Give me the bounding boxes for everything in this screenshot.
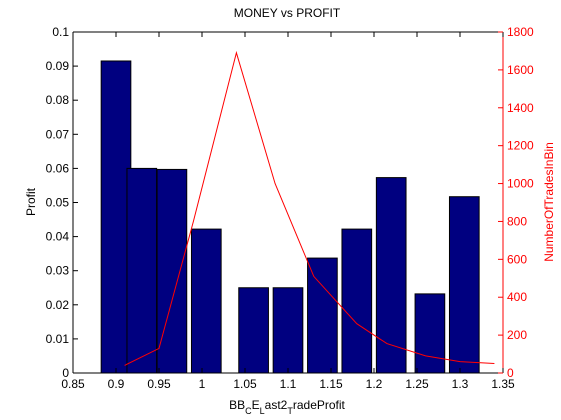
x-tick-label-6: 1.15: [319, 377, 343, 391]
y2-tick-label-1: 200: [507, 328, 527, 342]
y-tick-label-3: 0.03: [46, 264, 70, 278]
x-axis-label-part-1: C: [245, 406, 252, 416]
y2-tick-label-5: 1000: [507, 177, 534, 191]
y2-tick-label-0: 0: [507, 366, 514, 380]
bar-2: [156, 168, 188, 374]
bar-6: [307, 257, 338, 374]
bar-4: [238, 287, 269, 374]
x-axis-label-part-5: T: [287, 406, 293, 416]
y2-tick-label-4: 800: [507, 214, 527, 228]
bar-8: [375, 177, 407, 374]
x-tick-label-0: 0.85: [61, 377, 85, 391]
y2-tick-label-7: 1400: [507, 101, 534, 115]
chart-title: MONEY vs PROFIT: [234, 6, 341, 20]
y2-tick-label-9: 1800: [507, 25, 534, 39]
y-tick-label-4: 0.04: [46, 230, 70, 244]
y-tick-label-2: 0.02: [46, 298, 70, 312]
y-tick-label-1: 0.01: [46, 332, 70, 346]
y2-tick-label-8: 1600: [507, 63, 534, 77]
x-axis-label-part-3: L: [260, 406, 265, 416]
x-tick-label-4: 1.05: [233, 377, 257, 391]
trades-line: [124, 50, 495, 366]
y-tick-label-9: 0.09: [46, 59, 70, 73]
y-tick-label-0: 0: [62, 366, 69, 380]
y-tick-label-7: 0.07: [46, 127, 70, 141]
line-layer: [124, 50, 495, 366]
bar-3: [190, 228, 222, 374]
y-tick-label-8: 0.08: [46, 93, 70, 107]
x-tick-label-10: 1.35: [491, 377, 515, 391]
bar-10: [448, 196, 480, 374]
x-tick-label-8: 1.25: [405, 377, 429, 391]
y2-axis-label: NumberOfTradesInBin: [542, 142, 556, 262]
y2-tick-label-2: 400: [507, 290, 527, 304]
y2-tick-label-6: 1200: [507, 139, 534, 153]
x-axis-label-part-0: BB: [229, 398, 245, 412]
x-tick-label-1: 0.9: [108, 377, 125, 391]
x-tick-label-5: 1.1: [280, 377, 297, 391]
bar-0: [100, 60, 132, 374]
y-tick-label-6: 0.06: [46, 161, 70, 175]
bar-1: [126, 167, 158, 374]
x-axis-label-part-6: radeProfit: [293, 398, 346, 412]
x-tick-label-2: 0.95: [147, 377, 171, 391]
x-tick-label-3: 1: [199, 377, 206, 391]
axes-layer: 0.85 0.9 0.95 1 1.05 1.1 1.15 1.2 1.25 1.3 1.3500.…: [46, 25, 534, 391]
x-axis-label-part-4: ast2: [265, 398, 288, 412]
bar-5: [272, 287, 304, 374]
y-tick-label-10: 0.1: [52, 25, 69, 39]
x-axis-label-part-2: E: [252, 398, 260, 412]
bar-7: [341, 228, 373, 374]
x-axis-label: BBCELast2TradeProfit: [229, 398, 345, 416]
x-tick-label-7: 1.2: [366, 377, 383, 391]
x-tick-label-9: 1.3: [452, 377, 469, 391]
y-tick-label-5: 0.05: [46, 196, 70, 210]
y-axis-label: Profit: [24, 187, 38, 216]
bar-9: [414, 293, 446, 374]
y2-tick-label-3: 600: [507, 252, 527, 266]
